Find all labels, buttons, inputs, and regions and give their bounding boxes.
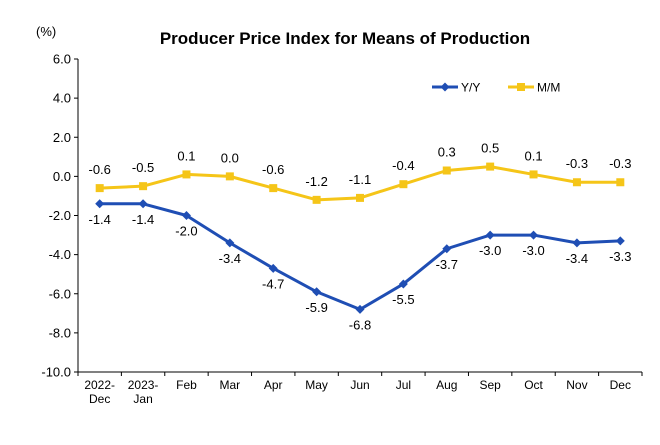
data-label: -5.9 <box>305 300 327 315</box>
legend-marker <box>440 82 450 92</box>
x-tick-label: Aug <box>436 378 457 392</box>
data-label: -0.6 <box>88 162 110 177</box>
data-point-mm <box>486 162 495 171</box>
data-label: 0.1 <box>177 148 195 163</box>
y-tick-label: 4.0 <box>53 91 71 106</box>
data-point-yy <box>268 263 278 273</box>
data-label: -1.1 <box>349 172 371 187</box>
data-label: 0.0 <box>221 150 239 165</box>
data-label: 0.3 <box>438 145 456 160</box>
x-tick-label: Oct <box>524 378 543 392</box>
data-label: -1.4 <box>132 212 154 227</box>
data-point-mm <box>529 170 538 179</box>
y-tick-label: 0.0 <box>53 169 71 184</box>
legend: Y/Y M/M <box>432 81 560 95</box>
data-point-yy <box>355 304 365 314</box>
data-point-mm <box>269 184 278 193</box>
x-tick-label: Dec <box>89 392 110 406</box>
data-labels: -1.4 -1.4 -2.0 -3.4 -4.7 -5.9 -6.8 -5.5 -3.7 -3.0… <box>88 141 631 333</box>
data-label: 0.5 <box>481 141 499 156</box>
data-label: -3.0 <box>522 243 544 258</box>
data-label: -0.6 <box>262 162 284 177</box>
y-axis-ticks: 6.0 4.0 2.0 0.0 -2.0 -4.0 -6.0 -8.0 -10.0 <box>41 52 78 380</box>
y-tick-label: -4.0 <box>49 247 71 262</box>
data-label: -2.0 <box>175 224 197 239</box>
y-axis-unit-label: (%) <box>36 24 56 39</box>
data-point-mm <box>572 178 581 187</box>
x-tick-label: May <box>305 378 328 392</box>
data-point-mm <box>616 178 625 187</box>
data-point-yy <box>95 199 105 209</box>
legend-label: M/M <box>537 81 560 95</box>
y-tick-label: -8.0 <box>49 325 71 340</box>
x-tick-label: Nov <box>566 378 587 392</box>
data-label: -3.7 <box>436 257 458 272</box>
data-point-yy <box>442 244 452 254</box>
chart-title: Producer Price Index for Means of Produc… <box>160 29 530 48</box>
data-point-mm <box>139 182 148 191</box>
x-tick-label: Sep <box>479 378 501 392</box>
data-label: -0.5 <box>132 160 154 175</box>
legend-marker <box>517 83 525 91</box>
data-point-yy <box>225 238 235 248</box>
x-tick-label: 2023- <box>128 378 159 392</box>
data-point-mm <box>95 184 104 193</box>
y-tick-label: -2.0 <box>49 208 71 223</box>
y-tick-label: 2.0 <box>53 130 71 145</box>
y-tick-label: -6.0 <box>49 286 71 301</box>
data-point-yy <box>181 211 191 220</box>
data-point-yy <box>138 199 148 209</box>
data-label: -3.4 <box>219 251 241 266</box>
data-label: -3.0 <box>479 243 501 258</box>
legend-label: Y/Y <box>461 81 480 95</box>
x-tick-label: Apr <box>264 378 283 392</box>
x-tick-label: 2022- <box>84 378 115 392</box>
x-tick-label: Feb <box>176 378 197 392</box>
data-label: -0.4 <box>392 158 414 173</box>
data-point-mm <box>312 195 321 204</box>
data-label: -5.5 <box>392 292 414 307</box>
x-tick-label: Mar <box>220 378 241 392</box>
data-point-mm <box>442 166 451 175</box>
data-point-mm <box>399 180 408 189</box>
data-label: -0.3 <box>566 156 588 171</box>
data-point-mm <box>225 172 234 181</box>
data-point-yy <box>615 236 625 246</box>
x-tick-label: Jul <box>396 378 411 392</box>
y-tick-label: 6.0 <box>53 52 71 67</box>
data-point-yy <box>312 287 322 297</box>
y-tick-label: -10.0 <box>41 365 71 380</box>
data-label: -0.3 <box>609 156 631 171</box>
data-point-mm <box>356 193 364 202</box>
data-point-mm <box>182 170 191 179</box>
data-point-yy <box>529 230 539 240</box>
x-tick-label: Dec <box>610 378 631 392</box>
data-label: -1.4 <box>88 212 110 227</box>
data-label: -3.3 <box>609 249 631 264</box>
data-label: -4.7 <box>262 276 284 291</box>
data-point-yy <box>398 279 408 289</box>
data-point-yy <box>485 230 495 240</box>
data-label: 0.1 <box>524 148 542 163</box>
data-label: -3.4 <box>566 251 588 266</box>
data-label: -6.8 <box>349 317 371 332</box>
x-tick-label: Jan <box>133 392 152 406</box>
data-label: -1.2 <box>305 174 327 189</box>
data-point-yy <box>572 238 582 248</box>
x-tick-label: Jun <box>350 378 369 392</box>
series-layer <box>95 162 625 314</box>
